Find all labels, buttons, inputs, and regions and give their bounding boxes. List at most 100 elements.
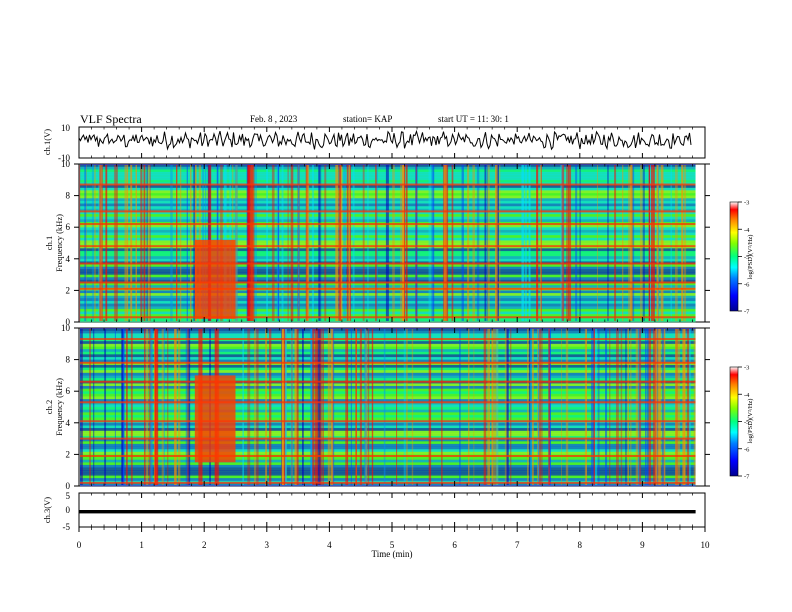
colorbar-tick-label: -6 (744, 281, 750, 288)
spec-streak (124, 165, 127, 321)
spec-streak (443, 165, 447, 321)
spec-streak (91, 165, 95, 321)
spec-streak (149, 165, 151, 321)
spec-streak (401, 165, 405, 321)
spec-streak (597, 329, 600, 485)
spec-streak (660, 165, 664, 321)
spec-streak (281, 329, 285, 485)
spec-ytick-label: 10 (61, 323, 71, 333)
spec-streak (510, 329, 512, 485)
ch1-ytick-top: 10 (61, 123, 71, 133)
spec-streak (653, 165, 655, 321)
spec-band (80, 281, 696, 284)
ch1-ytick-bottom: -10 (58, 153, 70, 163)
x-tick-label: 2 (202, 540, 207, 550)
colorbar-tick-label: -7 (744, 309, 750, 316)
spec-streak (594, 329, 598, 485)
spec-band (80, 401, 696, 404)
x-tick-label: 5 (390, 540, 395, 550)
spec-streak (161, 329, 164, 485)
spec-row (80, 433, 696, 437)
spec-streak (310, 329, 312, 485)
spec-streak (144, 329, 146, 485)
spec-streak (302, 329, 304, 485)
spec-row (80, 351, 696, 355)
spec-streak (529, 329, 532, 485)
ch3-waveform-band (79, 510, 696, 514)
ch1-waveform-line (78, 129, 692, 151)
spec-streak (459, 329, 461, 485)
spec-streak (176, 165, 178, 321)
spec-row (80, 428, 696, 431)
spec-streak (497, 165, 499, 321)
spec-streak (177, 329, 181, 485)
spec-streak (499, 165, 501, 321)
ch1-ylabel: ch.1(V) (42, 129, 52, 155)
spec-row (80, 372, 696, 376)
spec-streak (327, 329, 330, 485)
spec-streak (365, 329, 368, 485)
spec-streak (247, 165, 250, 321)
spec-streak (234, 165, 238, 321)
spec-streak (130, 165, 133, 321)
colorbar-tick-label: -3 (744, 200, 749, 207)
ch2-colorbar-label: log(PSD)(V²/Hz) (747, 399, 754, 444)
spec-row (80, 422, 696, 426)
spec-streak (254, 165, 258, 321)
spec-streak (338, 165, 341, 321)
spec-streak (637, 329, 641, 485)
spec-streak (297, 165, 300, 321)
spec-streak (593, 329, 595, 485)
spec-streak (639, 165, 643, 321)
spec-streak (428, 329, 432, 485)
spec-ytick-label: 2 (66, 449, 71, 459)
ch3-ytick-bottom: -5 (63, 522, 71, 532)
spec-streak (528, 165, 531, 321)
spec-streak (105, 165, 108, 321)
spec-streak (531, 329, 534, 485)
spec-streak (585, 329, 587, 485)
spec-ytick-label: 0 (66, 317, 71, 327)
spec-streak (684, 329, 686, 485)
spec-band (80, 287, 696, 290)
spec-streak (150, 329, 153, 485)
spec-streak (296, 329, 298, 485)
x-tick-label: 4 (327, 540, 332, 550)
spec-streak (615, 329, 619, 485)
spec-ytick-label: 8 (66, 191, 71, 201)
spec-streak (575, 165, 578, 321)
spec-streak (647, 329, 649, 485)
spec-band (80, 420, 696, 423)
spec-streak (271, 165, 275, 321)
spec-streak (174, 329, 177, 485)
spec-streak (330, 329, 334, 485)
spec-streak (235, 165, 238, 321)
spec-streak (565, 329, 569, 485)
spec-streak (638, 329, 642, 485)
spec-row (80, 378, 696, 381)
spec-streak (405, 165, 408, 321)
spec-streak (93, 329, 95, 485)
spec-streak (656, 165, 659, 321)
spec-streak (148, 329, 152, 485)
spec-streak (415, 165, 417, 321)
spec-band (80, 223, 696, 226)
spec-streak (247, 329, 251, 485)
spec-streak (359, 329, 362, 485)
spec-row (80, 385, 696, 389)
ch1-spec-ylabel: Frequency (kHz) (54, 214, 64, 272)
spec-band (80, 437, 696, 440)
ch1-colorbar: -3 -4 -5 -6 -7 log(PSD)(V²/Hz) (729, 200, 754, 316)
spec-streak (324, 165, 327, 321)
colorbar-tick-label: -5 (744, 419, 749, 426)
start-time-label: start UT = 11: 30: 1 (438, 114, 509, 124)
spec-streak (167, 329, 169, 485)
time-axis-label: Time (min) (372, 549, 413, 559)
time-axis-ticks: 0 1 2 3 4 5 6 7 8 9 10 (77, 127, 710, 550)
spec-row (80, 430, 696, 434)
spec-streak (346, 165, 349, 321)
spec-row (80, 446, 696, 450)
spec-streak (287, 165, 289, 321)
spec-streak (415, 165, 418, 321)
spec-streak (185, 329, 188, 485)
